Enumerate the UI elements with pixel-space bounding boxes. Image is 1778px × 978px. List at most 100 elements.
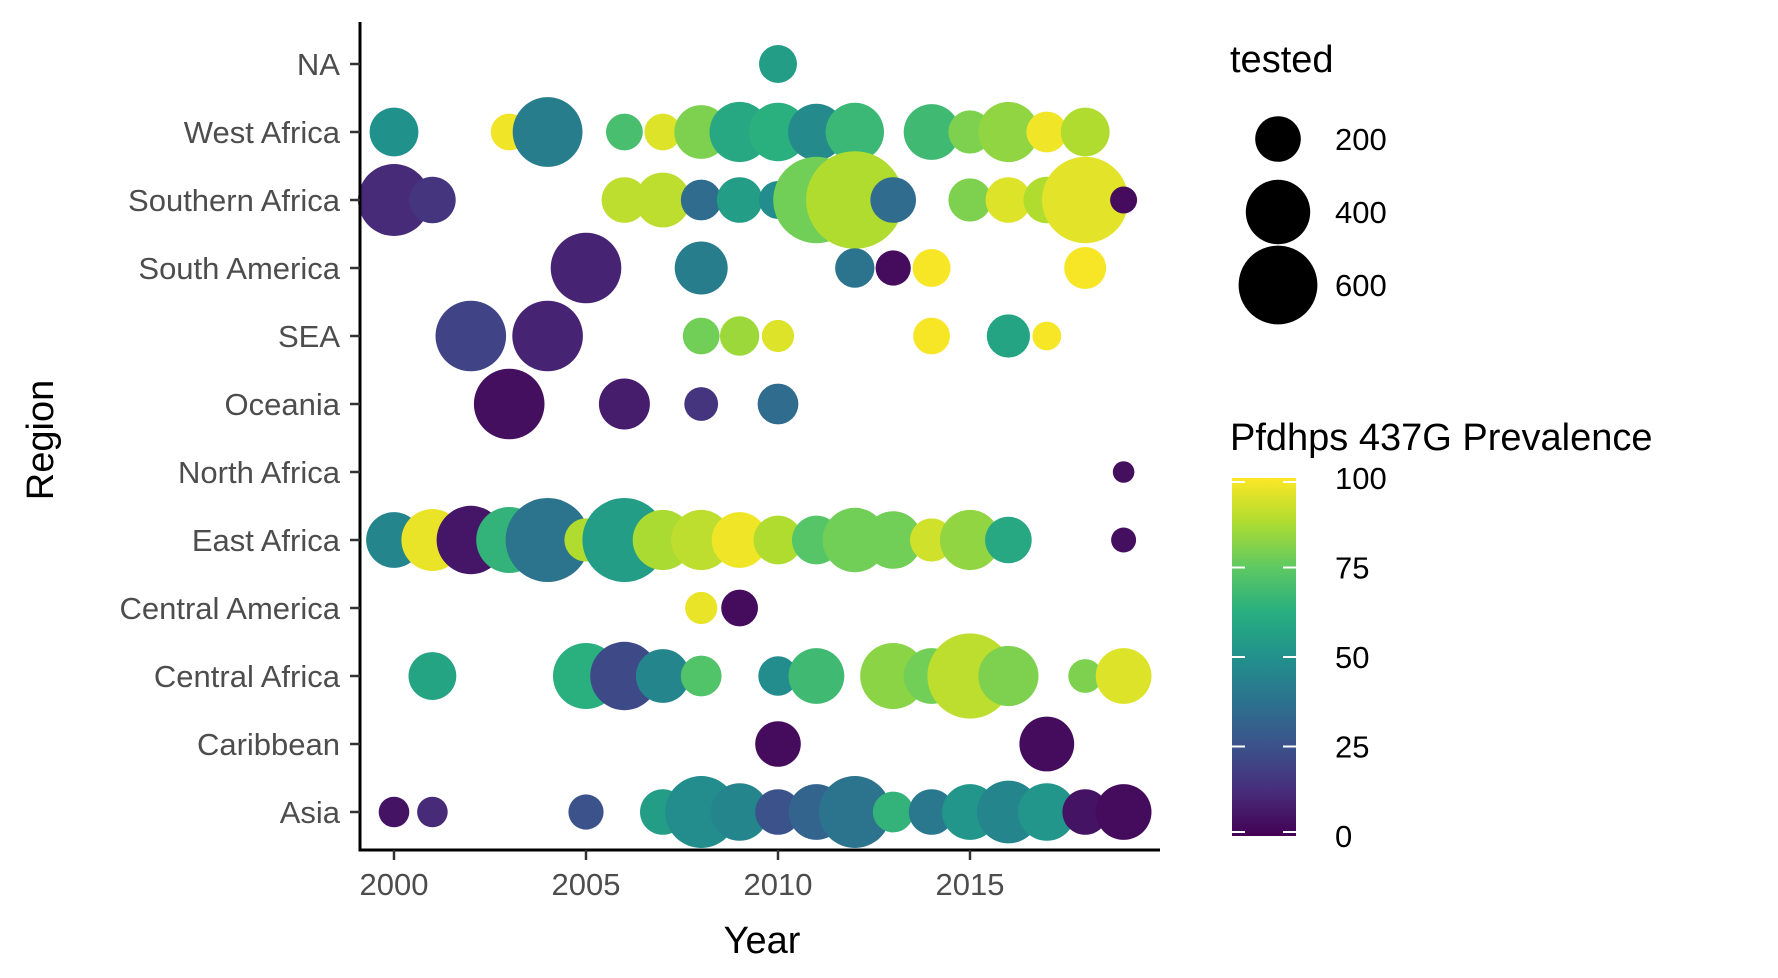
x-tick-label: 2000 [360, 867, 429, 902]
data-point [908, 789, 955, 835]
color-legend-label: 25 [1335, 730, 1369, 765]
data-point [635, 172, 691, 228]
y-tick-label: Oceania [225, 387, 341, 422]
data-point [505, 498, 590, 582]
data-point [644, 113, 682, 151]
axes-layer [358, 22, 1160, 852]
data-point [435, 300, 507, 372]
data-point [721, 589, 758, 627]
data-point [1060, 107, 1110, 157]
data-point [788, 648, 845, 704]
data-point [872, 791, 914, 833]
data-point [948, 178, 992, 222]
data-point [755, 789, 801, 835]
points-layer [358, 45, 1152, 848]
data-point [1019, 716, 1075, 772]
data-point [1032, 321, 1062, 351]
size-legend-key [1255, 116, 1301, 162]
data-point [378, 796, 410, 828]
data-point [716, 177, 763, 223]
data-point [358, 164, 430, 236]
data-point [409, 176, 456, 224]
color-legend-label: 75 [1335, 551, 1369, 586]
data-point [408, 652, 457, 700]
data-point [711, 512, 768, 568]
data-point [835, 248, 875, 288]
size-legend-key [1245, 179, 1311, 245]
data-point [939, 509, 1001, 571]
size-legend: 200 400 600 [1238, 116, 1387, 325]
y-tick-label: Southern Africa [128, 183, 341, 218]
y-tick-label: Caribbean [197, 727, 340, 762]
size-legend-title: tested [1230, 39, 1334, 81]
data-point [755, 721, 801, 767]
data-point [473, 368, 545, 440]
data-point [903, 104, 960, 160]
x-tick-label: 2015 [936, 867, 1005, 902]
y-tick-label: East Africa [192, 523, 341, 558]
data-point [758, 656, 798, 696]
data-point [753, 515, 803, 565]
data-point [1095, 648, 1152, 704]
color-legend-title: Pfdhps 437G Prevalence [1230, 417, 1653, 459]
data-point [1095, 784, 1152, 840]
data-point [1064, 247, 1107, 289]
color-legend-ticks: 0 25 50 75 100 [1232, 461, 1387, 854]
data-point [685, 591, 718, 625]
data-point [757, 383, 799, 425]
data-point [1111, 527, 1137, 553]
data-point [978, 101, 1039, 163]
data-point [759, 45, 797, 83]
data-point [913, 317, 950, 355]
x-tick-label: 2010 [744, 867, 813, 902]
y-tick-label: SEA [278, 319, 340, 354]
data-point [680, 179, 722, 221]
data-point [761, 319, 795, 353]
data-point [1062, 789, 1108, 835]
color-legend-label: 50 [1335, 640, 1369, 675]
size-legend-label: 600 [1335, 268, 1387, 303]
data-point [417, 796, 448, 828]
y-tick-label: Asia [280, 795, 341, 830]
data-point [635, 649, 690, 703]
data-point [912, 249, 951, 287]
data-point [875, 250, 911, 286]
data-point [818, 776, 891, 848]
data-point [682, 317, 720, 355]
data-point [684, 387, 719, 421]
y-tick-label: NA [297, 47, 340, 82]
data-point [1042, 156, 1129, 244]
data-point [598, 378, 650, 430]
data-point [1110, 186, 1138, 214]
y-tick-label: Central America [119, 591, 340, 626]
y-tick-label: West Africa [184, 115, 341, 150]
data-point [719, 316, 760, 356]
data-point [986, 314, 1030, 358]
data-point [870, 177, 916, 223]
y-axis-ticks: Asia Caribbean Central Africa Central Ameri… [119, 47, 360, 830]
data-point [1018, 783, 1076, 841]
data-point [1026, 111, 1068, 153]
y-tick-label: Central Africa [154, 659, 341, 694]
data-point [512, 300, 583, 372]
data-point [550, 232, 622, 304]
data-point [710, 783, 769, 841]
y-axis-title: Region [20, 380, 62, 500]
data-point [680, 655, 722, 697]
x-axis-ticks: 2000 2005 2010 2015 [360, 850, 1005, 902]
size-legend-key [1238, 245, 1318, 325]
x-tick-label: 2005 [552, 867, 621, 902]
data-point [1068, 659, 1103, 693]
size-legend-label: 200 [1335, 122, 1387, 157]
data-point [606, 113, 643, 151]
data-point [978, 645, 1039, 707]
color-legend-label: 100 [1335, 461, 1387, 496]
data-point [985, 516, 1032, 564]
data-point [864, 511, 922, 569]
size-legend-label: 400 [1335, 195, 1387, 230]
data-point [590, 641, 659, 711]
data-point [806, 151, 904, 249]
color-legend-label: 0 [1335, 819, 1352, 854]
data-point [601, 177, 648, 223]
data-point [825, 102, 884, 162]
